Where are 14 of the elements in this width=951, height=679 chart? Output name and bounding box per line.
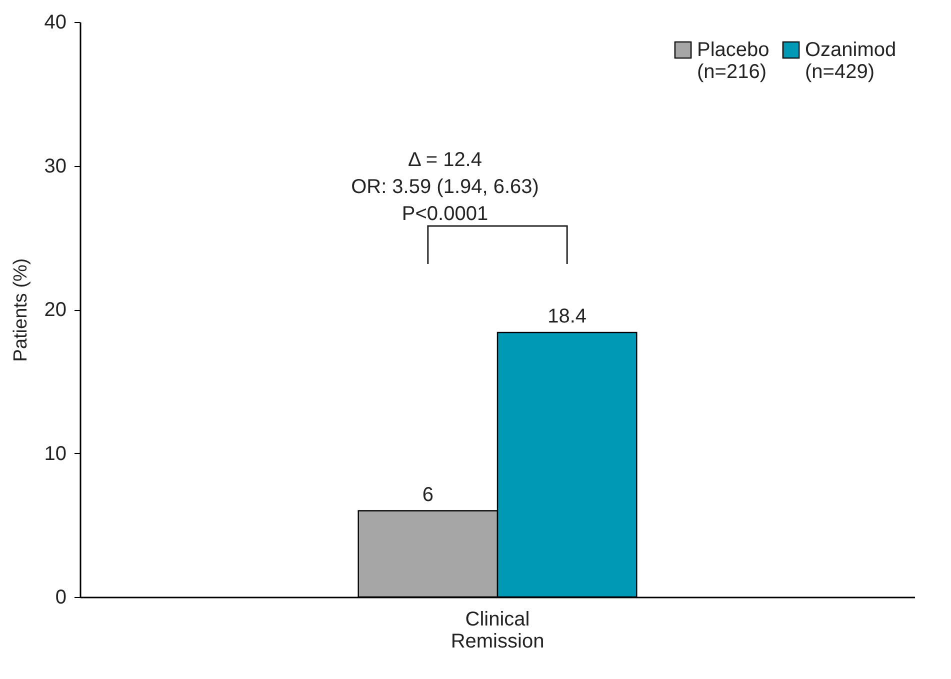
y-tick-label: 10 — [44, 442, 66, 465]
y-tick-label: 0 — [55, 586, 66, 608]
annotation: Δ = 12.4 — [408, 149, 482, 171]
y-tick-label: 30 — [44, 155, 66, 178]
annotation: P<0.0001 — [402, 203, 488, 225]
legend-label: Ozanimod (n=429) — [805, 39, 896, 83]
legend-label: Placebo (n=216) — [697, 39, 770, 83]
y-axis-title: Patients (%) — [10, 258, 32, 362]
data-label: 18.4 — [548, 306, 587, 328]
y-tick-label: 20 — [44, 299, 66, 321]
x-tick-label: Clinical Remission — [450, 608, 544, 652]
annotation: OR: 3.59 (1.94, 6.63) — [351, 176, 539, 198]
y-tick-label: 40 — [44, 12, 66, 34]
data-label: 6 — [422, 484, 434, 506]
